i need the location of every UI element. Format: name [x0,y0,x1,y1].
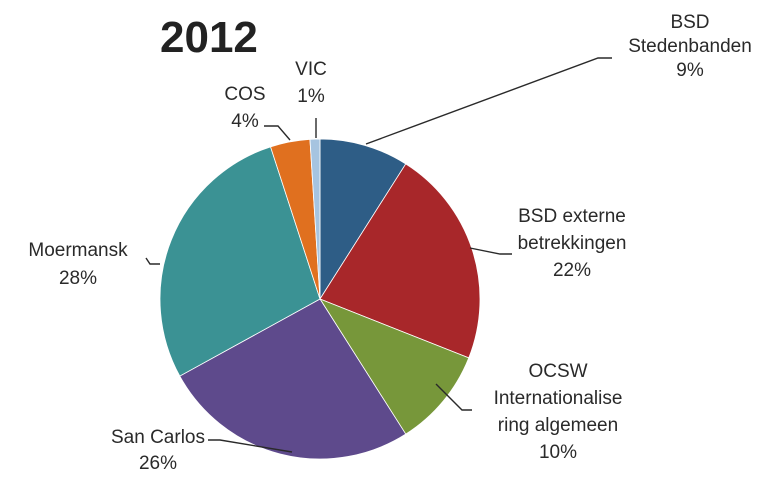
slice-value-label: 28% [59,268,97,289]
slice-value-label: 4% [231,111,259,132]
leader-line [469,247,512,255]
slice-category-label: BSD externe [518,206,626,227]
pie-slice-bsd-stedenbanden [319,138,407,301]
pie-slice-bsd-externe-betrekkingen [319,163,481,359]
slice-category-label: BSD [670,12,709,33]
slice-category-label: Internationalise [494,388,623,409]
slice-category-label: COS [224,84,265,105]
pie-slice-moermansk [159,146,321,377]
leader-line [435,383,472,411]
slice-labels: BSD Stedenbanden 9% BSD externe betrekkingen… [28,12,751,474]
chart-title: 2012 [160,13,258,62]
slice-value-label: 9% [676,60,704,81]
slice-category-label: ring algemeen [498,415,618,436]
slice-category-label: Moermansk [28,240,128,261]
leader-line [365,57,612,145]
slice-value-label: 22% [553,260,591,281]
pie-slice-ocsw-internationalisering-algemeen [319,298,470,435]
leader-line [264,125,291,141]
slice-category-label: VIC [295,59,327,80]
slice-value-label: 26% [139,453,177,474]
slice-category-label: San Carlos [111,427,205,448]
leader-line [145,257,160,265]
slice-category-label: Stedenbanden [628,36,752,57]
slice-category-label: betrekkingen [518,233,627,254]
slice-value-label: 10% [539,442,577,463]
pie-slice-san-carlos [179,298,407,460]
leader-lines [145,57,612,453]
leader-line [208,439,293,453]
pie-slice-vic [309,138,321,300]
slice-value-label: 1% [297,86,325,107]
pie-slices [159,138,481,460]
slice-category-label: OCSW [528,361,587,382]
